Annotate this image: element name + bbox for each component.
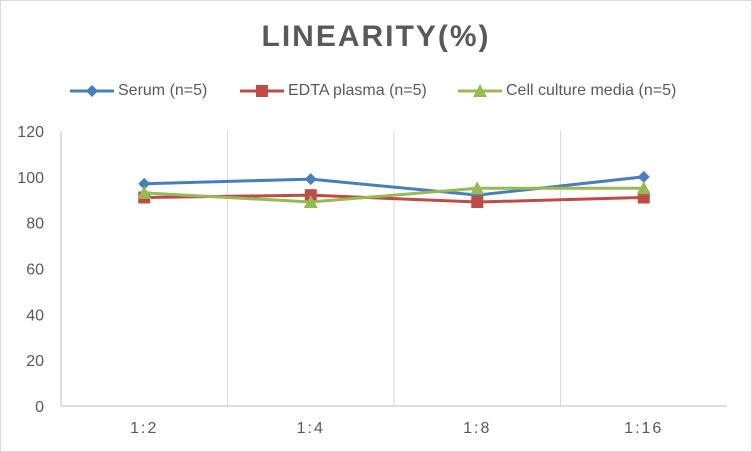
y-tick-label: 40 xyxy=(26,307,44,324)
legend-label-edta-plasma: EDTA plasma (n=5) xyxy=(288,82,427,99)
y-tick-label: 120 xyxy=(17,124,44,141)
legend-item-cell-culture-media: Cell culture media (n=5) xyxy=(458,80,676,102)
x-tick-label: 1:4 xyxy=(297,420,325,437)
data-point xyxy=(137,185,152,199)
series-line xyxy=(144,175,644,197)
data-point xyxy=(304,173,317,186)
x-tick-label: 1:2 xyxy=(130,420,158,437)
series-line xyxy=(144,186,644,204)
data-point xyxy=(303,195,318,209)
chart-title: LINEARITY(%) xyxy=(261,20,491,53)
legend: Serum (n=5) EDTA plasma (n=5) Cell cultu… xyxy=(0,80,752,102)
x-tick-label: 1:16 xyxy=(624,420,663,437)
y-tick-label: 0 xyxy=(35,399,44,416)
legend-key-serum xyxy=(70,85,114,97)
data-point xyxy=(636,181,651,195)
y-tick-label: 20 xyxy=(26,353,44,370)
legend-label-cell-culture-media: Cell culture media (n=5) xyxy=(506,82,677,99)
x-tick-label: 1:8 xyxy=(463,420,491,437)
data-point xyxy=(471,196,484,209)
legend-key-cell-culture-media xyxy=(458,84,502,97)
data-point xyxy=(138,177,151,190)
data-point xyxy=(637,191,650,204)
data-point xyxy=(470,181,485,195)
legend-item-serum: Serum (n=5) xyxy=(70,80,207,102)
legend-key-edta-plasma xyxy=(240,85,284,97)
y-tick-label: 80 xyxy=(26,216,44,233)
data-point xyxy=(637,170,650,183)
legend-item-edta-plasma: EDTA plasma (n=5) xyxy=(240,80,427,102)
y-tick-label: 100 xyxy=(17,170,44,187)
legend-label-serum: Serum (n=5) xyxy=(118,82,208,99)
y-tick-label: 60 xyxy=(26,262,44,279)
